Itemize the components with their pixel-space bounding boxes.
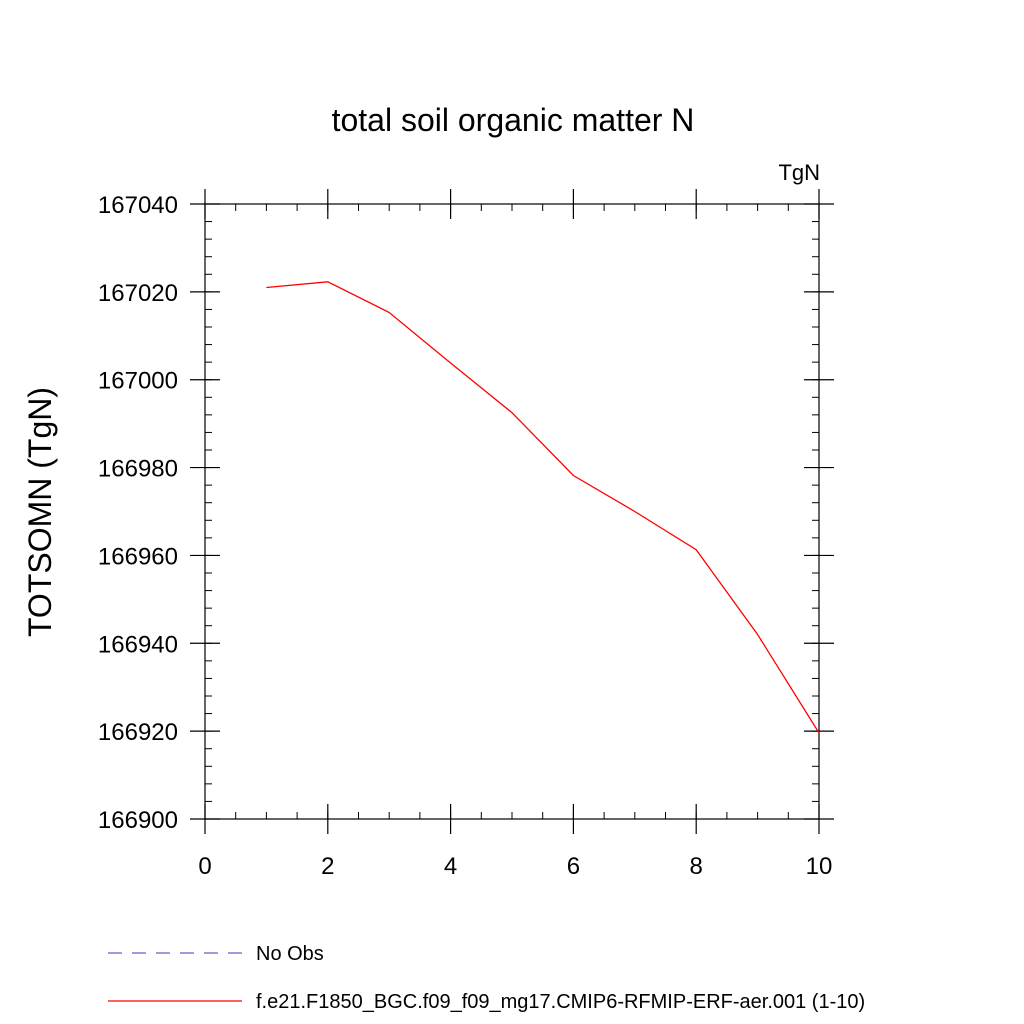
minor-ticks bbox=[204, 203, 820, 820]
legend-label: f.e21.F1850_BGC.f09_f09_mg17.CMIP6-RFMIP… bbox=[256, 991, 865, 1013]
x-tick-label: 4 bbox=[444, 853, 457, 880]
x-tick-labels: 0 2 4 6 8 10 bbox=[198, 853, 832, 880]
y-tick-label: 167040 bbox=[98, 192, 178, 219]
legend: No Obs f.e21.F1850_BGC.f09_f09_mg17.CMIP6… bbox=[108, 943, 865, 1013]
x-tick-label: 0 bbox=[198, 853, 211, 880]
y-tick-label: 167000 bbox=[98, 368, 178, 395]
x-tick-label: 8 bbox=[690, 853, 703, 880]
y-tick-label: 166980 bbox=[98, 456, 178, 483]
x-tick-label: 10 bbox=[806, 853, 833, 880]
y-axis-label: TOTSOMN (TgN) bbox=[22, 387, 58, 637]
series-layer bbox=[266, 281, 820, 734]
units-label: TgN bbox=[778, 160, 820, 185]
legend-label: No Obs bbox=[256, 943, 324, 965]
y-tick-labels: 166900 166920 166940 166960 166980 167000 1670… bbox=[98, 192, 178, 834]
plot-frame bbox=[204, 203, 820, 820]
y-tick-label: 166960 bbox=[98, 543, 178, 570]
y-tick-label: 167020 bbox=[98, 280, 178, 307]
y-tick-label: 166940 bbox=[98, 631, 178, 658]
y-tick-label: 166920 bbox=[98, 719, 178, 746]
y-tick-label: 166900 bbox=[98, 807, 178, 834]
series-line bbox=[266, 281, 820, 734]
x-tick-label: 2 bbox=[321, 853, 334, 880]
chart-title: total soil organic matter N bbox=[332, 102, 695, 138]
major-ticks bbox=[190, 189, 834, 834]
x-tick-label: 6 bbox=[567, 853, 580, 880]
